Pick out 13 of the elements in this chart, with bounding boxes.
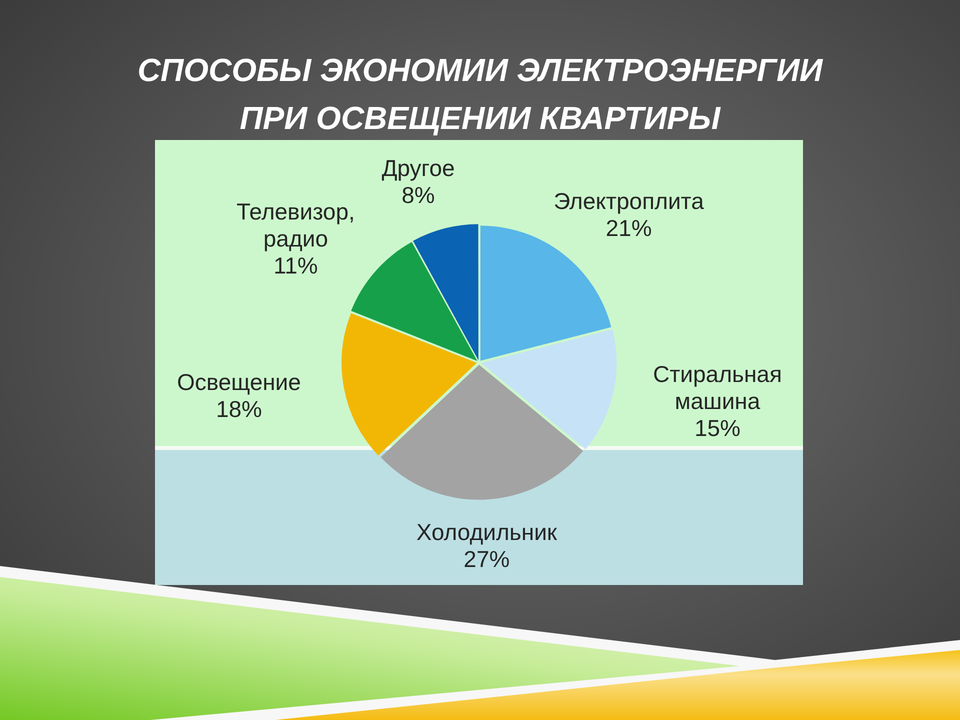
chart-title: СПОСОБЫ ЭКОНОМИИ ЭЛЕКТРОЭНЕРГИИ ПРИ ОСВЕЩЕНИИ КВАРТИРЫ (136, 51, 824, 138)
data-label: 18% (216, 396, 262, 422)
slice-label: Освещение (177, 369, 301, 395)
data-label: 21% (606, 215, 652, 242)
slice-label: Телевизор, радио (236, 198, 355, 252)
slice-label: Холодильник (416, 519, 558, 546)
slice-label: Электроплита (554, 188, 704, 214)
data-label: 27% (464, 546, 510, 572)
data-label: 15% (694, 415, 740, 442)
data-label: 11% (274, 252, 318, 279)
slice-label: Стиральная машина (652, 361, 782, 414)
data-label: 8% (402, 182, 435, 208)
slice-label: Другое (382, 155, 455, 182)
